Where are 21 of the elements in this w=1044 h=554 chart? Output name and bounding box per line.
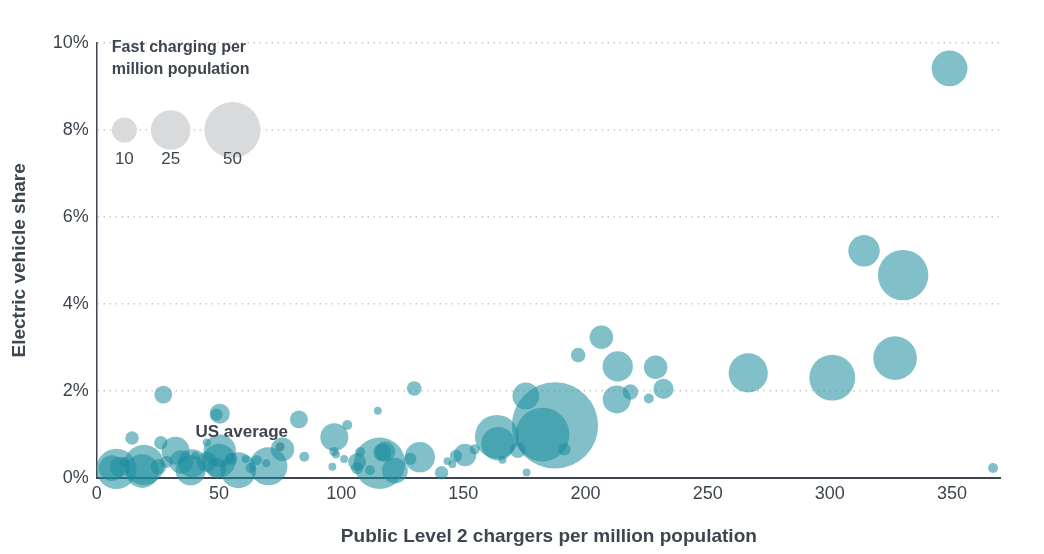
y-tick-label: 2% <box>62 379 89 400</box>
y-tick-label: 8% <box>62 118 89 139</box>
x-tick-label: 200 <box>570 483 601 504</box>
legend-label: 10 <box>114 149 134 168</box>
x-tick-label: 300 <box>814 483 845 504</box>
legend-title: Fast charging per million population <box>111 38 250 77</box>
x-tick-label: 0 <box>91 483 102 504</box>
x-tick-label: 100 <box>326 483 357 504</box>
x-axis-title: Public Level 2 chargers per million population <box>340 524 757 546</box>
y-tick-label: 0% <box>62 466 89 487</box>
x-tick-label: 50 <box>208 483 230 504</box>
y-tick-label: 6% <box>62 205 89 226</box>
y-tick-label: 10% <box>52 32 89 53</box>
y-axis-title: Electric vehicle share <box>7 163 29 358</box>
annotation: US average <box>195 421 289 441</box>
x-tick-label: 350 <box>936 483 968 504</box>
x-tick-label: 250 <box>692 483 723 504</box>
x-tick-label: 150 <box>448 483 479 504</box>
legend-label: 50 <box>223 149 242 168</box>
y-tick-label: 4% <box>62 292 89 313</box>
legend-label: 25 <box>161 149 181 168</box>
